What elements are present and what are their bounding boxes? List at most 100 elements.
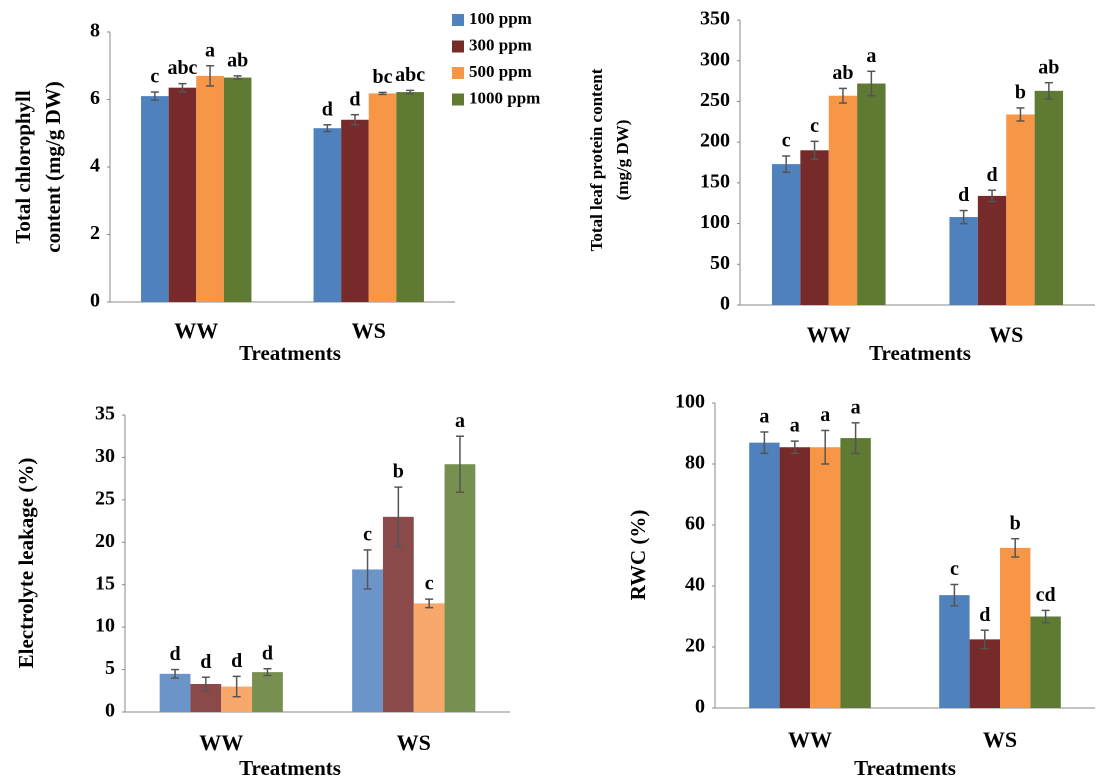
annotation: abc <box>167 57 197 79</box>
legend-swatch <box>452 41 464 53</box>
y-tick-label: 40 <box>685 574 705 596</box>
bar <box>314 128 342 302</box>
bar <box>1006 114 1034 305</box>
x-tick-label: WS <box>989 322 1023 347</box>
annotation: b <box>1015 82 1026 104</box>
bar <box>970 639 1000 708</box>
y-tick-label: 35 <box>95 403 115 425</box>
x-tick-label: WW <box>788 727 832 752</box>
bar <box>160 674 191 712</box>
y-tick-label: 60 <box>685 513 705 535</box>
y-tick-label: 300 <box>700 48 730 70</box>
x-tick-label: WW <box>807 322 851 347</box>
y-axis-title: Total leaf protein content <box>587 68 606 251</box>
y-tick-label: 30 <box>95 445 115 467</box>
y-tick-label: 150 <box>700 170 730 192</box>
bar <box>169 88 197 302</box>
y-axis-title: content (mg/g DW) <box>41 81 65 252</box>
y-tick-label: 5 <box>105 657 115 679</box>
bar <box>341 120 369 302</box>
y-tick-label: 15 <box>95 572 115 594</box>
annotation: b <box>393 461 404 483</box>
bar <box>800 150 828 305</box>
x-axis-title: Treatments <box>869 341 971 365</box>
bar <box>141 96 169 302</box>
annotation: a <box>820 404 830 426</box>
bar <box>252 672 283 712</box>
annotation: d <box>262 642 273 664</box>
annotation: ab <box>1038 56 1059 78</box>
bar <box>810 447 840 708</box>
annotation: a <box>205 39 215 61</box>
annotation: bc <box>373 66 393 88</box>
legend-swatch <box>452 94 464 106</box>
y-axis-title: RWC (%) <box>626 510 650 601</box>
y-tick-label: 200 <box>700 130 730 152</box>
figure: 02468WWcabcaabWSddbcabcTreatmentsTotal c… <box>0 0 1102 783</box>
annotation: cd <box>1036 584 1056 606</box>
y-tick-label: 2 <box>90 222 100 244</box>
y-tick-label: 0 <box>720 293 730 315</box>
y-tick-label: 8 <box>90 20 100 42</box>
bar <box>939 595 969 708</box>
annotation: c <box>782 130 791 152</box>
annotation: d <box>958 184 969 206</box>
y-axis-title: Total chlorophyll <box>11 90 35 244</box>
x-tick-label: WS <box>352 318 386 343</box>
bar <box>352 569 383 712</box>
bar <box>1000 548 1030 708</box>
y-axis-title: Electrolyte leakage (%) <box>14 458 38 669</box>
bar <box>396 92 424 302</box>
x-tick-label: WS <box>397 730 431 755</box>
annotation: d <box>349 88 360 110</box>
legend-label: 300 ppm <box>469 35 532 54</box>
y-tick-label: 50 <box>710 252 730 274</box>
bar <box>196 76 224 302</box>
bar <box>840 438 870 708</box>
annotation: c <box>950 558 959 580</box>
annotation: d <box>979 604 990 626</box>
annotation: b <box>1010 512 1021 534</box>
bar <box>414 603 445 712</box>
legend-label: 500 ppm <box>469 62 532 81</box>
x-axis-title: Treatments <box>239 341 341 365</box>
x-axis-title: Treatments <box>239 756 341 780</box>
bar <box>857 84 885 305</box>
bar <box>978 196 1006 305</box>
annotation: a <box>759 406 769 428</box>
annotation: a <box>851 396 861 418</box>
annotation: d <box>986 164 997 186</box>
bar <box>949 217 977 305</box>
annotation: d <box>322 98 333 120</box>
legend-swatch <box>452 14 464 26</box>
bar <box>772 164 800 305</box>
legend-label: 1000 ppm <box>469 88 540 107</box>
y-tick-label: 80 <box>685 452 705 474</box>
bar <box>1035 91 1063 305</box>
y-tick-label: 0 <box>695 696 705 718</box>
bar <box>224 78 252 302</box>
y-tick-label: 10 <box>95 615 115 637</box>
annotation: ab <box>832 62 853 84</box>
chart: 050100150200250300350WWccabaWSddbabTreat… <box>587 8 1095 365</box>
annotation: ab <box>227 49 248 71</box>
y-tick-label: 250 <box>700 89 730 111</box>
bar <box>749 443 779 708</box>
annotation: c <box>150 66 159 88</box>
annotation: c <box>363 524 372 546</box>
y-tick-label: 20 <box>95 530 115 552</box>
y-tick-label: 100 <box>675 391 705 413</box>
annotation: c <box>425 573 434 595</box>
y-tick-label: 0 <box>105 700 115 722</box>
y-tick-label: 100 <box>700 211 730 233</box>
annotation: abc <box>395 64 425 86</box>
annotation: a <box>790 415 800 437</box>
x-axis-title: Treatments <box>854 756 956 780</box>
y-tick-label: 4 <box>90 155 100 177</box>
annotation: a <box>455 410 465 432</box>
annotation: a <box>866 45 876 67</box>
y-tick-label: 0 <box>90 290 100 312</box>
